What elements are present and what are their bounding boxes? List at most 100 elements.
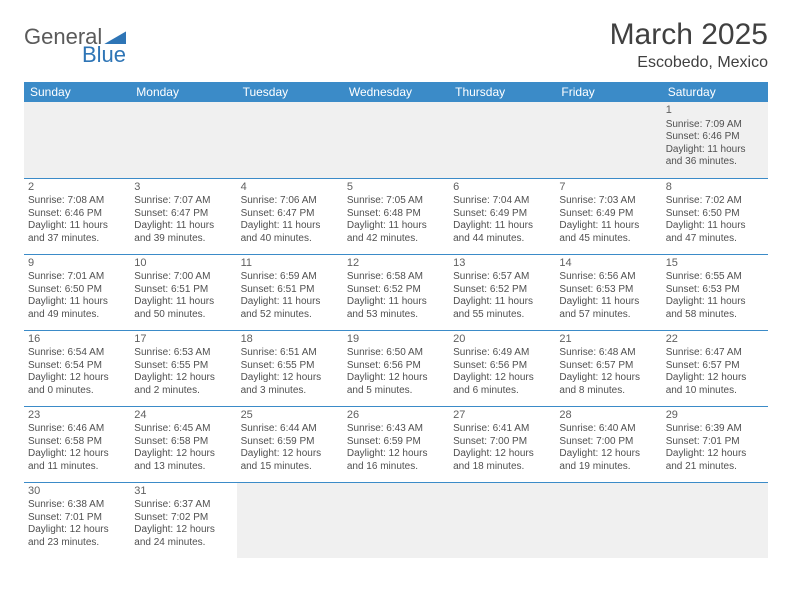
day-number: 10 xyxy=(134,257,232,271)
calendar-cell: 20Sunrise: 6:49 AMSunset: 6:56 PMDayligh… xyxy=(449,330,555,406)
sunset-text: Sunset: 6:50 PM xyxy=(666,208,764,221)
sunset-text: Sunset: 6:55 PM xyxy=(241,360,339,373)
calendar-cell: 8Sunrise: 7:02 AMSunset: 6:50 PMDaylight… xyxy=(662,178,768,254)
sunset-text: Sunset: 6:47 PM xyxy=(134,208,232,221)
day-info: Sunrise: 6:47 AMSunset: 6:57 PMDaylight:… xyxy=(666,347,764,397)
day-info: Sunrise: 6:43 AMSunset: 6:59 PMDaylight:… xyxy=(347,423,445,473)
day-number: 20 xyxy=(453,333,551,347)
daylight-text: Daylight: 12 hours and 2 minutes. xyxy=(134,372,232,397)
calendar-cell xyxy=(555,102,661,178)
sunrise-text: Sunrise: 6:38 AM xyxy=(28,499,126,512)
daylight-text: Daylight: 12 hours and 11 minutes. xyxy=(28,448,126,473)
sunrise-text: Sunrise: 7:06 AM xyxy=(241,195,339,208)
day-info: Sunrise: 6:58 AMSunset: 6:52 PMDaylight:… xyxy=(347,271,445,321)
calendar-cell xyxy=(449,102,555,178)
daylight-text: Daylight: 11 hours and 42 minutes. xyxy=(347,220,445,245)
day-info: Sunrise: 6:50 AMSunset: 6:56 PMDaylight:… xyxy=(347,347,445,397)
calendar-cell: 13Sunrise: 6:57 AMSunset: 6:52 PMDayligh… xyxy=(449,254,555,330)
day-number: 5 xyxy=(347,181,445,195)
location: Escobedo, Mexico xyxy=(610,54,768,72)
day-info: Sunrise: 6:40 AMSunset: 7:00 PMDaylight:… xyxy=(559,423,657,473)
calendar-cell: 26Sunrise: 6:43 AMSunset: 6:59 PMDayligh… xyxy=(343,406,449,482)
day-number: 2 xyxy=(28,181,126,195)
sunrise-text: Sunrise: 6:43 AM xyxy=(347,423,445,436)
calendar-cell xyxy=(237,102,343,178)
sunrise-text: Sunrise: 6:37 AM xyxy=(134,499,232,512)
daylight-text: Daylight: 11 hours and 49 minutes. xyxy=(28,296,126,321)
day-info: Sunrise: 7:01 AMSunset: 6:50 PMDaylight:… xyxy=(28,271,126,321)
sunrise-text: Sunrise: 6:48 AM xyxy=(559,347,657,360)
sunrise-text: Sunrise: 6:59 AM xyxy=(241,271,339,284)
sunset-text: Sunset: 6:56 PM xyxy=(347,360,445,373)
day-info: Sunrise: 6:49 AMSunset: 6:56 PMDaylight:… xyxy=(453,347,551,397)
sunrise-text: Sunrise: 7:01 AM xyxy=(28,271,126,284)
calendar-row: 16Sunrise: 6:54 AMSunset: 6:54 PMDayligh… xyxy=(24,330,768,406)
day-info: Sunrise: 6:45 AMSunset: 6:58 PMDaylight:… xyxy=(134,423,232,473)
calendar-cell: 25Sunrise: 6:44 AMSunset: 6:59 PMDayligh… xyxy=(237,406,343,482)
sunset-text: Sunset: 6:55 PM xyxy=(134,360,232,373)
weekday-thu: Thursday xyxy=(449,82,555,102)
day-number: 22 xyxy=(666,333,764,347)
sunrise-text: Sunrise: 7:03 AM xyxy=(559,195,657,208)
day-number: 11 xyxy=(241,257,339,271)
day-number: 9 xyxy=(28,257,126,271)
day-info: Sunrise: 6:55 AMSunset: 6:53 PMDaylight:… xyxy=(666,271,764,321)
weekday-wed: Wednesday xyxy=(343,82,449,102)
daylight-text: Daylight: 12 hours and 8 minutes. xyxy=(559,372,657,397)
sunrise-text: Sunrise: 6:47 AM xyxy=(666,347,764,360)
daylight-text: Daylight: 12 hours and 6 minutes. xyxy=(453,372,551,397)
calendar-cell: 1Sunrise: 7:09 AMSunset: 6:46 PMDaylight… xyxy=(662,102,768,178)
day-info: Sunrise: 7:02 AMSunset: 6:50 PMDaylight:… xyxy=(666,195,764,245)
day-number: 28 xyxy=(559,409,657,423)
daylight-text: Daylight: 12 hours and 15 minutes. xyxy=(241,448,339,473)
calendar-cell: 19Sunrise: 6:50 AMSunset: 6:56 PMDayligh… xyxy=(343,330,449,406)
calendar-cell: 4Sunrise: 7:06 AMSunset: 6:47 PMDaylight… xyxy=(237,178,343,254)
day-number: 26 xyxy=(347,409,445,423)
sunrise-text: Sunrise: 7:00 AM xyxy=(134,271,232,284)
day-info: Sunrise: 6:38 AMSunset: 7:01 PMDaylight:… xyxy=(28,499,126,549)
sunrise-text: Sunrise: 6:41 AM xyxy=(453,423,551,436)
day-info: Sunrise: 6:46 AMSunset: 6:58 PMDaylight:… xyxy=(28,423,126,473)
sunset-text: Sunset: 6:48 PM xyxy=(347,208,445,221)
sunset-text: Sunset: 7:00 PM xyxy=(559,436,657,449)
calendar-cell: 17Sunrise: 6:53 AMSunset: 6:55 PMDayligh… xyxy=(130,330,236,406)
calendar-row: 1Sunrise: 7:09 AMSunset: 6:46 PMDaylight… xyxy=(24,102,768,178)
sunset-text: Sunset: 6:47 PM xyxy=(241,208,339,221)
day-info: Sunrise: 7:04 AMSunset: 6:49 PMDaylight:… xyxy=(453,195,551,245)
day-info: Sunrise: 6:48 AMSunset: 6:57 PMDaylight:… xyxy=(559,347,657,397)
day-number: 8 xyxy=(666,181,764,195)
daylight-text: Daylight: 11 hours and 36 minutes. xyxy=(666,144,764,169)
day-info: Sunrise: 7:07 AMSunset: 6:47 PMDaylight:… xyxy=(134,195,232,245)
daylight-text: Daylight: 12 hours and 5 minutes. xyxy=(347,372,445,397)
sunrise-text: Sunrise: 6:56 AM xyxy=(559,271,657,284)
weekday-sat: Saturday xyxy=(662,82,768,102)
calendar-row: 30Sunrise: 6:38 AMSunset: 7:01 PMDayligh… xyxy=(24,482,768,558)
sunset-text: Sunset: 6:57 PM xyxy=(666,360,764,373)
daylight-text: Daylight: 11 hours and 50 minutes. xyxy=(134,296,232,321)
day-number: 24 xyxy=(134,409,232,423)
calendar-cell: 30Sunrise: 6:38 AMSunset: 7:01 PMDayligh… xyxy=(24,482,130,558)
day-number: 15 xyxy=(666,257,764,271)
calendar-cell: 7Sunrise: 7:03 AMSunset: 6:49 PMDaylight… xyxy=(555,178,661,254)
sunrise-text: Sunrise: 6:45 AM xyxy=(134,423,232,436)
logo: GeneralBlue xyxy=(24,18,126,68)
sunrise-text: Sunrise: 6:39 AM xyxy=(666,423,764,436)
calendar-cell: 29Sunrise: 6:39 AMSunset: 7:01 PMDayligh… xyxy=(662,406,768,482)
day-number: 18 xyxy=(241,333,339,347)
sunset-text: Sunset: 6:56 PM xyxy=(453,360,551,373)
weekday-header-row: Sunday Monday Tuesday Wednesday Thursday… xyxy=(24,82,768,102)
calendar-cell xyxy=(555,482,661,558)
calendar-cell xyxy=(130,102,236,178)
day-info: Sunrise: 6:41 AMSunset: 7:00 PMDaylight:… xyxy=(453,423,551,473)
day-number: 1 xyxy=(666,104,764,118)
day-info: Sunrise: 6:53 AMSunset: 6:55 PMDaylight:… xyxy=(134,347,232,397)
day-number: 14 xyxy=(559,257,657,271)
day-number: 21 xyxy=(559,333,657,347)
sunrise-text: Sunrise: 6:44 AM xyxy=(241,423,339,436)
sunset-text: Sunset: 6:58 PM xyxy=(134,436,232,449)
weekday-sun: Sunday xyxy=(24,82,130,102)
sunrise-text: Sunrise: 6:50 AM xyxy=(347,347,445,360)
sunset-text: Sunset: 6:57 PM xyxy=(559,360,657,373)
calendar-cell: 12Sunrise: 6:58 AMSunset: 6:52 PMDayligh… xyxy=(343,254,449,330)
calendar-row: 23Sunrise: 6:46 AMSunset: 6:58 PMDayligh… xyxy=(24,406,768,482)
